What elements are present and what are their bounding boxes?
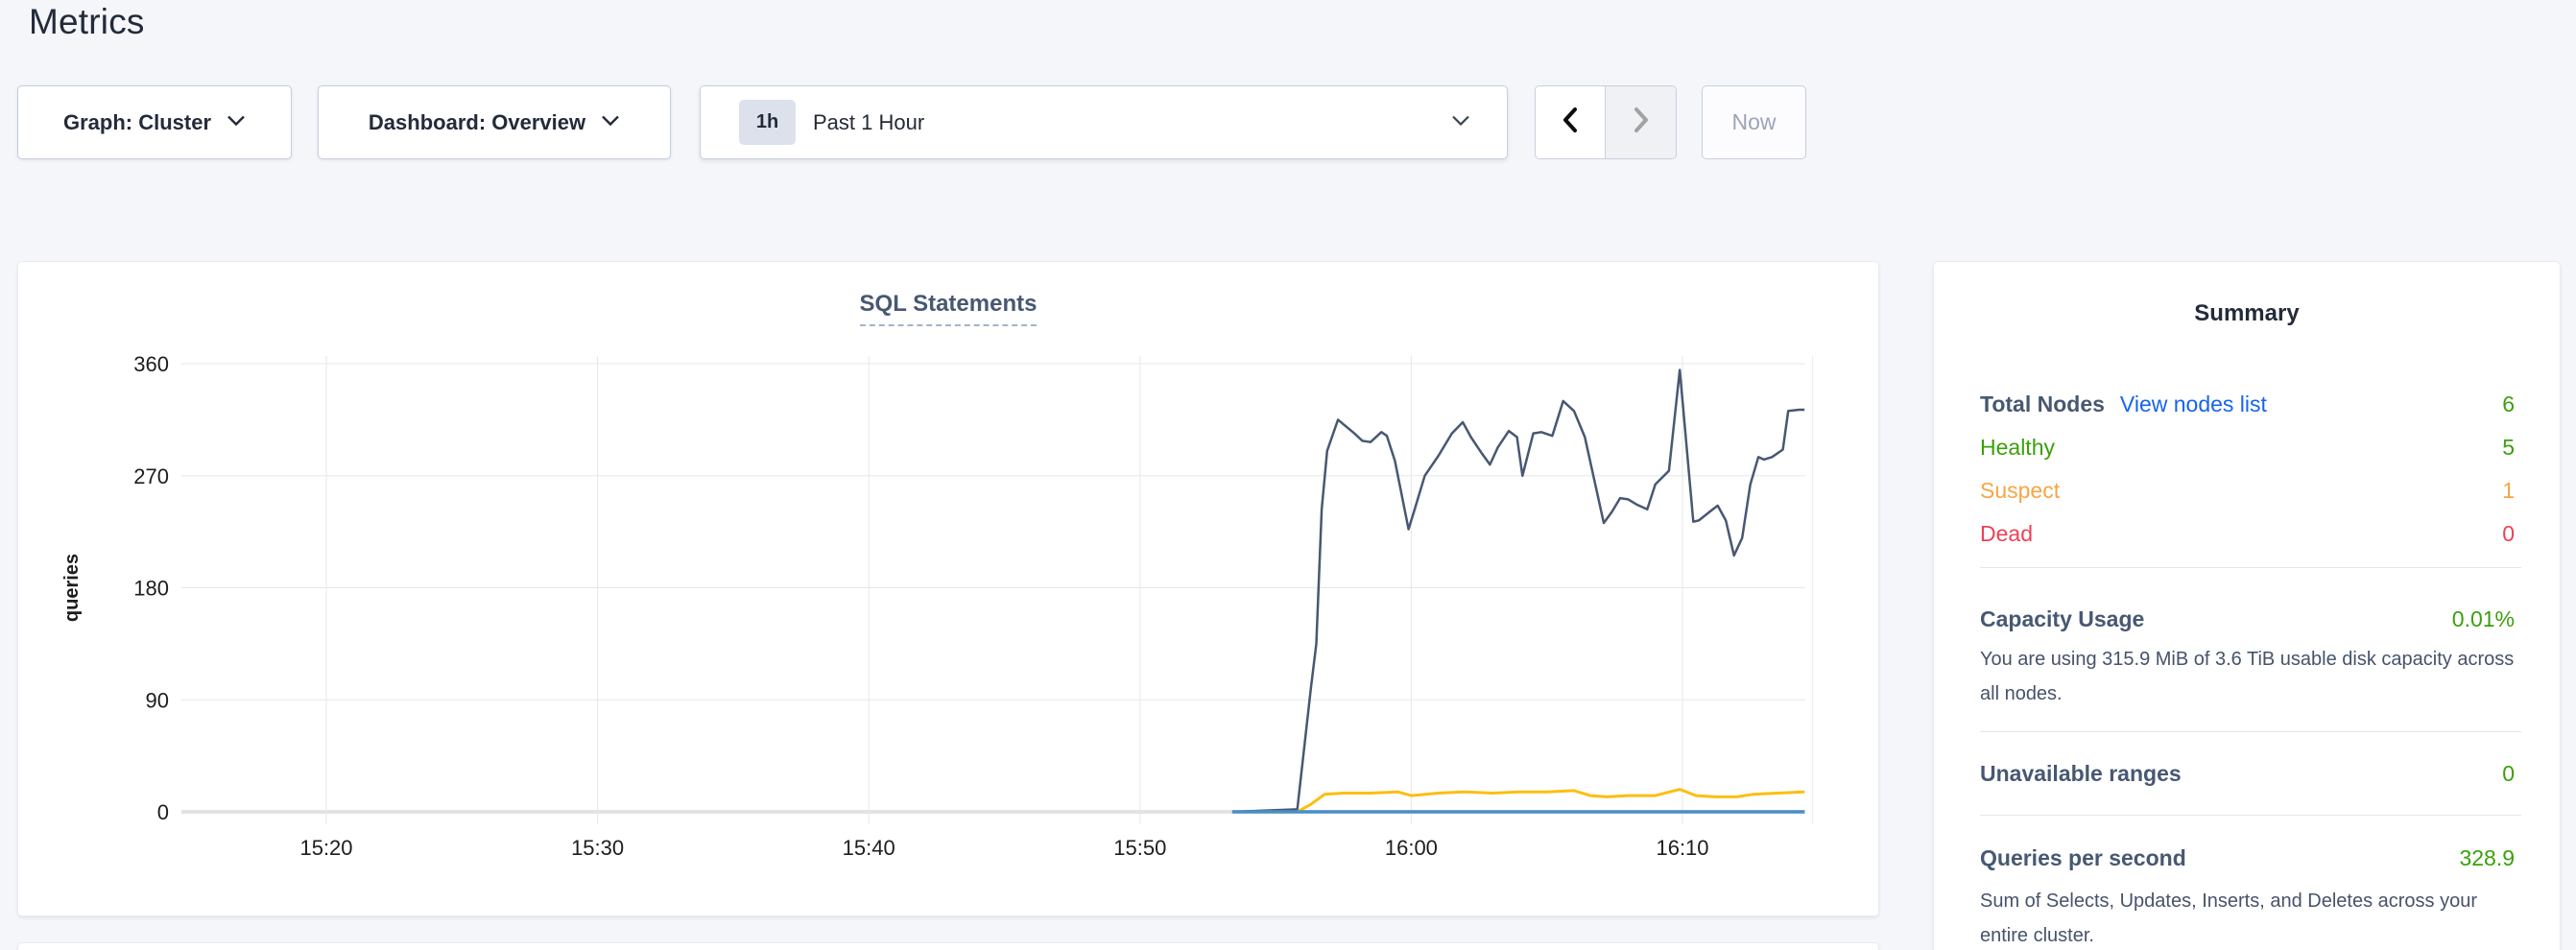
- time-range-badge: 1h: [739, 100, 796, 145]
- next-chart-card: [17, 942, 1879, 950]
- summary-panel: Summary Total Nodes View nodes list 6 He…: [1933, 261, 2561, 950]
- chart-series-1-dark-slate: [1231, 368, 1805, 814]
- node-status-rows: Total Nodes View nodes list 6 Healthy 5 …: [1980, 383, 2515, 556]
- chart-series-2-yellow: [1231, 788, 1805, 814]
- suspect-nodes-row: Suspect 1: [1980, 469, 2515, 512]
- chevron-down-icon: [227, 114, 246, 131]
- dashboard-dropdown-label: Dashboard: Overview: [368, 109, 586, 134]
- svg-text:15:50: 15:50: [1113, 836, 1166, 860]
- svg-text:0: 0: [157, 800, 169, 824]
- queries-per-second-label: Queries per second: [1980, 844, 2186, 870]
- summary-title: Summary: [2194, 300, 2300, 326]
- time-range-label: Past 1 Hour: [813, 109, 925, 134]
- svg-text:180: 180: [133, 577, 169, 601]
- chevron-right-icon: [1631, 106, 1652, 139]
- page-title: Metrics: [29, 2, 145, 41]
- dead-label: Dead: [1980, 521, 2033, 546]
- capacity-usage-description: You are using 315.9 MiB of 3.6 TiB usabl…: [1980, 649, 2515, 704]
- capacity-usage-row: Capacity Usage 0.01%: [1980, 604, 2515, 634]
- suspect-value: 1: [2502, 478, 2515, 503]
- divider: [1980, 567, 2521, 568]
- healthy-label: Healthy: [1980, 435, 2055, 460]
- queries-per-second-row: Queries per second 328.9: [1980, 843, 2515, 873]
- queries-per-second-description: Sum of Selects, Updates, Inserts, and De…: [1980, 891, 2478, 946]
- chevron-down-icon: [601, 114, 620, 131]
- sql-statements-chart[interactable]: 0 90 180 270 360 15:20 15:30 15:40 15:50 16:00 16:…: [18, 262, 1880, 917]
- capacity-usage-label: Capacity Usage: [1980, 606, 2145, 631]
- suspect-label: Suspect: [1980, 478, 2061, 503]
- time-range-selector[interactable]: 1h Past 1 Hour: [700, 85, 1508, 159]
- svg-text:270: 270: [133, 464, 169, 488]
- divider: [1980, 731, 2521, 732]
- svg-text:15:20: 15:20: [299, 836, 352, 860]
- healthy-value: 5: [2502, 435, 2515, 460]
- chevron-down-icon: [1451, 114, 1470, 131]
- queries-per-second-value: 328.9: [2459, 844, 2515, 870]
- unavailable-ranges-value: 0: [2502, 760, 2515, 786]
- svg-text:90: 90: [146, 688, 169, 712]
- sql-statements-card: SQL Statements 0 90 180 270 360 15:20 15:30 15:…: [17, 261, 1879, 916]
- svg-text:360: 360: [133, 352, 169, 376]
- svg-text:16:00: 16:00: [1385, 836, 1438, 860]
- divider: [1980, 815, 2521, 816]
- chart-title[interactable]: SQL Statements: [859, 291, 1038, 326]
- prev-time-button[interactable]: [1536, 86, 1606, 158]
- next-time-button[interactable]: [1606, 86, 1676, 158]
- svg-text:15:30: 15:30: [571, 836, 624, 860]
- total-nodes-row: Total Nodes View nodes list 6: [1980, 383, 2515, 426]
- svg-text:queries: queries: [61, 554, 83, 622]
- healthy-nodes-row: Healthy 5: [1980, 426, 2515, 469]
- chevron-left-icon: [1560, 106, 1581, 139]
- now-button[interactable]: Now: [1702, 85, 1806, 159]
- unavailable-ranges-row: Unavailable ranges 0: [1980, 758, 2515, 789]
- svg-text:15:40: 15:40: [843, 836, 895, 860]
- svg-text:16:10: 16:10: [1656, 836, 1708, 860]
- graph-dropdown[interactable]: Graph: Cluster: [17, 85, 292, 159]
- total-nodes-label: Total Nodes: [1980, 392, 2105, 416]
- graph-dropdown-label: Graph: Cluster: [62, 109, 212, 134]
- total-nodes-value: 6: [2502, 392, 2515, 416]
- view-nodes-list-link[interactable]: View nodes list: [2119, 392, 2267, 416]
- unavailable-ranges-label: Unavailable ranges: [1980, 760, 2182, 786]
- dead-value: 0: [2502, 521, 2515, 546]
- dashboard-dropdown[interactable]: Dashboard: Overview: [318, 85, 671, 159]
- capacity-usage-value: 0.01%: [2451, 606, 2515, 631]
- time-pager: [1535, 85, 1677, 159]
- dead-nodes-row: Dead 0: [1980, 512, 2515, 556]
